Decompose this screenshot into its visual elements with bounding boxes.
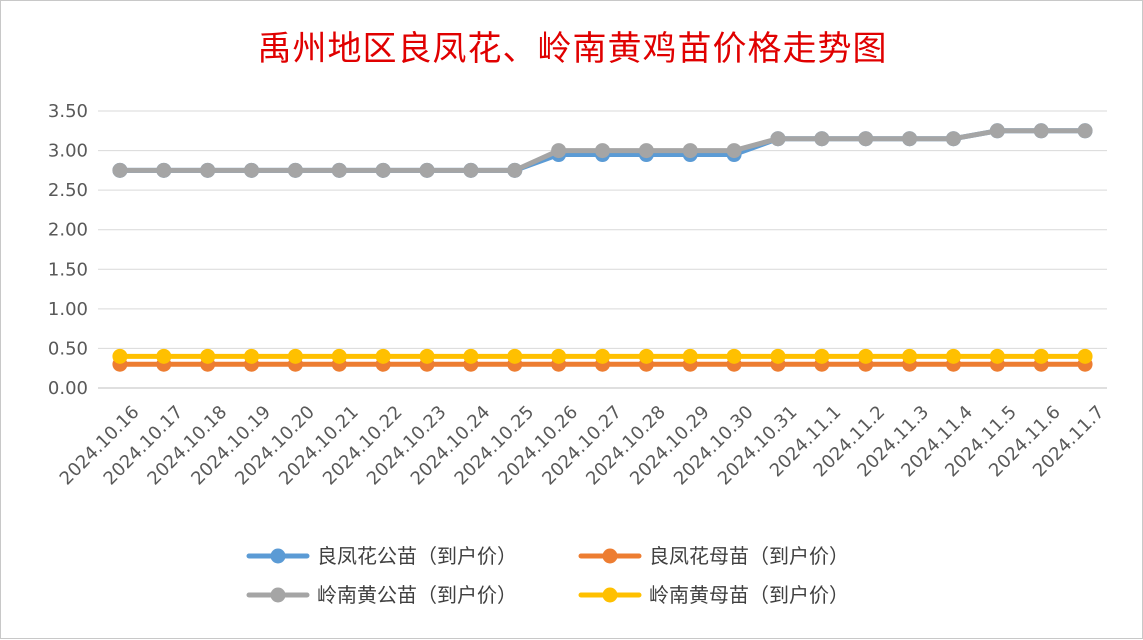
data-point — [682, 348, 698, 364]
data-point — [287, 162, 303, 178]
data-point — [595, 348, 610, 364]
data-point — [112, 348, 128, 364]
data-point — [112, 162, 128, 178]
chart-title: 禹州地区良凤花、岭南黄鸡苗价格走势图 — [257, 29, 888, 69]
data-point — [638, 348, 654, 364]
legend-item: 岭南黄母苗（到户价） — [578, 583, 849, 607]
data-point — [989, 123, 1005, 139]
data-point — [244, 348, 260, 364]
data-point — [419, 162, 435, 178]
y-tick-label: 3.50 — [48, 101, 88, 122]
data-point — [375, 348, 391, 364]
data-point — [858, 131, 874, 147]
data-point — [551, 348, 567, 364]
data-point — [463, 348, 479, 364]
legend-item: 良凤花母苗（到户价） — [578, 544, 849, 568]
data-point — [770, 348, 786, 364]
legend-label: 良凤花公苗（到户价） — [317, 544, 517, 568]
y-tick-label: 3.00 — [48, 141, 88, 162]
legend-label: 良凤花母苗（到户价） — [649, 544, 849, 568]
gridlines — [98, 110, 1107, 389]
data-point — [945, 131, 961, 147]
data-point — [1033, 348, 1049, 364]
data-point — [682, 143, 698, 159]
data-point — [858, 348, 874, 364]
legend-item: 良凤花公苗（到户价） — [246, 544, 517, 568]
data-point — [726, 348, 742, 364]
data-point — [902, 131, 918, 147]
series-3 — [112, 123, 1093, 178]
x-axis: 2024.10.162024.10.172024.10.182024.10.19… — [56, 402, 1109, 490]
data-point — [1077, 123, 1093, 139]
data-point — [902, 348, 918, 364]
data-point — [638, 143, 654, 159]
legend-marker — [270, 587, 286, 603]
data-point — [814, 131, 830, 147]
y-tick-label: 1.00 — [48, 299, 88, 320]
data-point — [244, 162, 260, 178]
data-point — [200, 348, 216, 364]
legend-marker — [602, 587, 618, 603]
data-point — [1033, 123, 1049, 139]
data-point — [156, 162, 172, 178]
series-4 — [112, 348, 1093, 364]
legend-item: 岭南黄公苗（到户价） — [246, 583, 517, 607]
y-axis: 0.00 0.50 1.00 1.50 2.00 2.50 3.00 3.50 — [48, 101, 88, 399]
y-tick-label: 2.50 — [48, 180, 88, 201]
data-point — [507, 162, 523, 178]
data-point — [595, 143, 610, 159]
y-tick-label: 0.50 — [48, 338, 88, 359]
legend-label: 岭南黄公苗（到户价） — [317, 583, 517, 607]
data-point — [726, 143, 742, 159]
data-point — [1077, 348, 1093, 364]
data-point — [331, 348, 347, 364]
data-point — [989, 348, 1005, 364]
data-point — [463, 162, 479, 178]
data-point — [814, 348, 830, 364]
y-tick-label: 1.50 — [48, 259, 88, 280]
y-tick-label: 2.00 — [48, 220, 88, 241]
data-point — [200, 162, 216, 178]
data-point — [156, 348, 172, 364]
data-point — [287, 348, 303, 364]
data-point — [331, 162, 347, 178]
legend-label: 岭南黄母苗（到户价） — [649, 583, 849, 607]
legend-marker — [602, 548, 618, 564]
data-point — [507, 348, 523, 364]
y-tick-label: 0.00 — [48, 378, 88, 399]
legend: 良凤花公苗（到户价） 良凤花母苗（到户价） 岭南黄公苗（到户价） 岭南黄母苗（到户价） — [246, 544, 849, 607]
data-point — [551, 143, 567, 159]
data-point — [945, 348, 961, 364]
data-point — [375, 162, 391, 178]
data-point — [419, 348, 435, 364]
legend-marker — [270, 548, 286, 564]
data-point — [770, 131, 786, 147]
